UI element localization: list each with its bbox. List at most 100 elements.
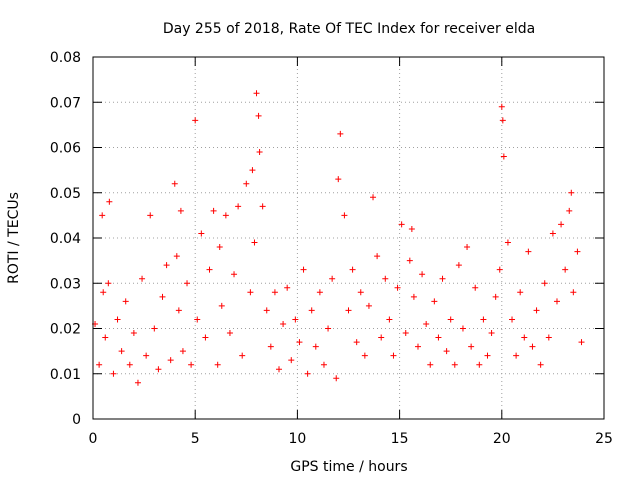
data-point <box>451 361 458 368</box>
data-point <box>329 275 336 282</box>
data-point <box>370 194 377 201</box>
grid-lines <box>93 57 604 419</box>
data-point <box>114 316 121 323</box>
data-point <box>498 103 505 110</box>
data-point <box>374 253 381 260</box>
data-point <box>139 275 146 282</box>
data-point <box>100 289 107 296</box>
data-point <box>214 361 221 368</box>
data-point <box>192 117 199 124</box>
data-point <box>194 316 201 323</box>
data-point <box>496 266 503 273</box>
data-point <box>499 117 506 124</box>
data-point <box>292 316 299 323</box>
y-tick-label: 0.03 <box>50 276 81 292</box>
data-point <box>159 293 166 300</box>
data-point <box>419 271 426 278</box>
data-point <box>476 361 483 368</box>
data-point <box>533 307 540 314</box>
y-tick-label: 0.07 <box>50 95 81 111</box>
y-axis-label: ROTI / TECUs <box>6 192 22 284</box>
data-point <box>394 284 401 291</box>
data-point <box>480 316 487 323</box>
data-point <box>134 379 141 386</box>
data-point <box>167 357 174 364</box>
data-point <box>320 361 327 368</box>
data-point <box>357 289 364 296</box>
data-point <box>304 370 311 377</box>
data-point <box>267 343 274 350</box>
data-point <box>253 90 260 97</box>
data-point <box>218 302 225 309</box>
data-point <box>206 266 213 273</box>
data-point <box>247 289 254 296</box>
data-point <box>513 352 520 359</box>
data-point <box>288 357 295 364</box>
data-point <box>151 325 158 332</box>
x-tick-label: 10 <box>288 431 306 447</box>
data-point <box>222 212 229 219</box>
data-point <box>235 203 242 210</box>
data-point <box>509 316 516 323</box>
data-point <box>110 370 117 377</box>
data-point <box>276 366 283 373</box>
data-point <box>249 167 256 174</box>
data-point <box>488 330 495 337</box>
data-point <box>171 180 178 187</box>
data-point <box>472 284 479 291</box>
data-point <box>96 361 103 368</box>
y-tick-label: 0.02 <box>50 322 81 338</box>
data-point <box>484 352 491 359</box>
data-point <box>300 266 307 273</box>
data-point <box>427 361 434 368</box>
data-point <box>549 230 556 237</box>
data-point <box>188 361 195 368</box>
data-point <box>284 284 291 291</box>
x-tick-label: 0 <box>89 431 98 447</box>
data-point <box>263 307 270 314</box>
data-point <box>256 149 263 156</box>
data-point <box>435 334 442 341</box>
data-point <box>408 225 415 232</box>
x-tick-label: 25 <box>595 431 613 447</box>
data-point <box>243 180 250 187</box>
data-point <box>122 298 129 305</box>
y-tick-label: 0.01 <box>50 367 81 383</box>
y-tick-label: 0.06 <box>50 141 81 157</box>
data-point <box>541 280 548 287</box>
data-point <box>443 348 450 355</box>
data-point <box>574 248 581 255</box>
data-point <box>447 316 454 323</box>
data-point <box>410 293 417 300</box>
data-point <box>464 244 471 251</box>
data-point <box>99 212 106 219</box>
data-point <box>308 307 315 314</box>
data-point <box>361 352 368 359</box>
data-point <box>431 298 438 305</box>
x-tick-label: 15 <box>391 431 409 447</box>
data-point <box>102 334 109 341</box>
data-point <box>529 343 536 350</box>
data-point <box>349 266 356 273</box>
data-point <box>179 348 186 355</box>
data-point <box>143 352 150 359</box>
data-point <box>492 293 499 300</box>
data-point <box>251 239 258 246</box>
data-point <box>216 244 223 251</box>
data-point <box>578 339 585 346</box>
data-point <box>537 361 544 368</box>
data-point <box>525 248 532 255</box>
data-point <box>439 275 446 282</box>
data-point <box>296 339 303 346</box>
data-point <box>105 280 112 287</box>
data-point <box>337 130 344 137</box>
data-point <box>570 289 577 296</box>
data-point <box>521 334 528 341</box>
data-point <box>504 239 511 246</box>
data-point <box>106 198 113 205</box>
data-point <box>163 262 170 269</box>
data-point <box>239 352 246 359</box>
x-tick-label: 20 <box>493 431 511 447</box>
data-point <box>402 330 409 337</box>
